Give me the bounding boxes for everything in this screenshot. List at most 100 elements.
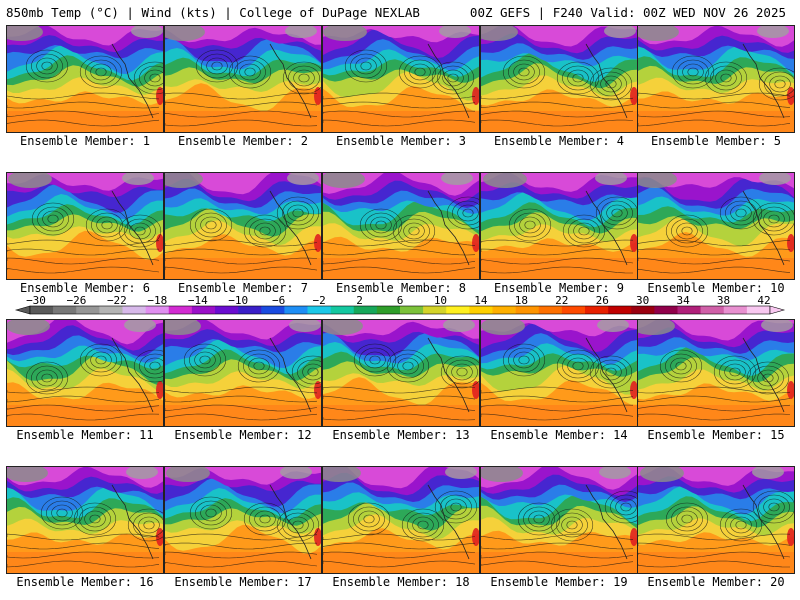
ensemble-map-panel <box>637 25 795 133</box>
ensemble-map-panel <box>480 319 638 427</box>
temperature-map <box>165 320 321 426</box>
temperature-map <box>481 320 637 426</box>
temperature-map <box>165 26 321 132</box>
colorbar-swatch <box>469 306 493 314</box>
temperature-map <box>638 320 794 426</box>
ensemble-map-panel <box>164 466 322 574</box>
temperature-map <box>481 467 637 573</box>
ensemble-map-panel <box>480 172 638 280</box>
temperature-map <box>638 26 794 132</box>
ensemble-map-panel <box>480 25 638 133</box>
colorbar-tick-label: −14 <box>188 294 208 307</box>
ensemble-member-label: Ensemble Member: 4 <box>493 134 625 148</box>
temperature-colorbar: −30 −26 −22 −18 −14 −10 −6 −2 2 6 10 14 18 22 26 30 34 38… <box>14 294 786 315</box>
colorbar-swatch <box>654 306 678 314</box>
ensemble-map-panel <box>164 25 322 133</box>
colorbar-tick-label: 38 <box>717 294 730 307</box>
temperature-map <box>323 173 479 279</box>
temperature-map <box>7 320 163 426</box>
ensemble-map-panel <box>322 319 480 427</box>
colorbar-swatch <box>515 306 540 314</box>
colorbar-swatch <box>561 306 586 314</box>
colorbar-tick-label: −22 <box>107 294 127 307</box>
colorbar-swatch <box>168 306 193 314</box>
ensemble-member-label: Ensemble Member: 7 <box>177 281 309 295</box>
colorbar-tick-label: 42 <box>757 294 770 307</box>
colorbar-swatch <box>76 306 100 314</box>
ensemble-map-panel <box>322 25 480 133</box>
colorbar-tick-label: −6 <box>272 294 285 307</box>
ensemble-map-panel <box>480 466 638 574</box>
colorbar-swatch <box>238 306 262 314</box>
temperature-map <box>323 467 479 573</box>
colorbar-swatch <box>215 306 239 314</box>
colorbar-swatch <box>353 306 378 314</box>
ensemble-member-label: Ensemble Member: 15 <box>647 428 785 442</box>
colorbar-left-arrow <box>14 305 31 315</box>
colorbar-swatch <box>284 306 308 314</box>
ensemble-map-panel <box>637 172 795 280</box>
colorbar-tick-label: 6 <box>397 294 404 307</box>
ensemble-map-panel <box>6 466 164 574</box>
ensemble-member-label: Ensemble Member: 1 <box>19 134 151 148</box>
ensemble-member-label: Ensemble Member: 20 <box>647 575 785 589</box>
ensemble-map-panel <box>322 466 480 574</box>
colorbar-swatch <box>261 306 285 314</box>
colorbar-swatch <box>538 306 563 314</box>
colorbar-swatch <box>400 306 424 314</box>
ensemble-map-panel <box>164 172 322 280</box>
colorbar-tick-label: 14 <box>474 294 488 307</box>
colorbar-tick-label: −10 <box>228 294 248 307</box>
ensemble-member-label: Ensemble Member: 14 <box>490 428 628 442</box>
colorbar-swatch <box>492 306 516 314</box>
colorbar-swatch <box>746 306 771 314</box>
colorbar-swatch <box>677 306 701 314</box>
temperature-map <box>165 467 321 573</box>
ensemble-member-label: Ensemble Member: 6 <box>19 281 151 295</box>
colorbar-tick-label: −26 <box>67 294 87 307</box>
ensemble-member-label: Ensemble Member: 5 <box>650 134 782 148</box>
ensemble-map-panel <box>6 319 164 427</box>
ensemble-member-label: Ensemble Member: 10 <box>647 281 785 295</box>
colorbar-swatch <box>376 306 401 314</box>
colorbar-right-arrow <box>769 305 786 315</box>
ensemble-member-label: Ensemble Member: 12 <box>174 428 312 442</box>
temperature-map <box>7 467 163 573</box>
colorbar-tick-label: 30 <box>636 294 649 307</box>
temperature-map <box>323 320 479 426</box>
ensemble-member-label: Ensemble Member: 8 <box>335 281 467 295</box>
colorbar-tick-label: −30 <box>26 294 46 307</box>
colorbar-tick-label: 22 <box>555 294 568 307</box>
colorbar-swatch <box>585 306 609 314</box>
colorbar-tick-label: 34 <box>676 294 690 307</box>
colorbar-swatch <box>307 306 331 314</box>
temperature-map <box>481 26 637 132</box>
ensemble-member-label: Ensemble Member: 9 <box>493 281 625 295</box>
ensemble-member-label: Ensemble Member: 2 <box>177 134 309 148</box>
ensemble-member-label: Ensemble Member: 19 <box>490 575 628 589</box>
ensemble-member-label: Ensemble Member: 11 <box>16 428 154 442</box>
run-valid-time: 00Z GEFS | F240 Valid: 00Z WED NOV 26 20… <box>469 5 786 20</box>
colorbar-swatch <box>423 306 447 314</box>
temperature-map <box>638 467 794 573</box>
colorbar-swatch <box>191 306 216 314</box>
colorbar-swatch <box>631 306 655 314</box>
colorbar-tick-label: 26 <box>596 294 609 307</box>
ensemble-map-panel <box>637 466 795 574</box>
temperature-map <box>481 173 637 279</box>
temperature-map <box>165 173 321 279</box>
colorbar-swatch <box>145 306 170 314</box>
ensemble-member-label: Ensemble Member: 16 <box>16 575 154 589</box>
ensemble-member-label: Ensemble Member: 13 <box>332 428 470 442</box>
colorbar-tick-label: −2 <box>312 294 325 307</box>
ensemble-map-panel <box>322 172 480 280</box>
colorbar-swatch <box>122 306 146 314</box>
colorbar-swatch <box>723 306 748 314</box>
temperature-map <box>323 26 479 132</box>
colorbar-swatch <box>446 306 470 314</box>
colorbar-swatch <box>700 306 725 314</box>
ensemble-member-label: Ensemble Member: 3 <box>335 134 467 148</box>
colorbar-tick-label: 10 <box>434 294 447 307</box>
temperature-map <box>7 26 163 132</box>
ensemble-member-label: Ensemble Member: 17 <box>174 575 312 589</box>
